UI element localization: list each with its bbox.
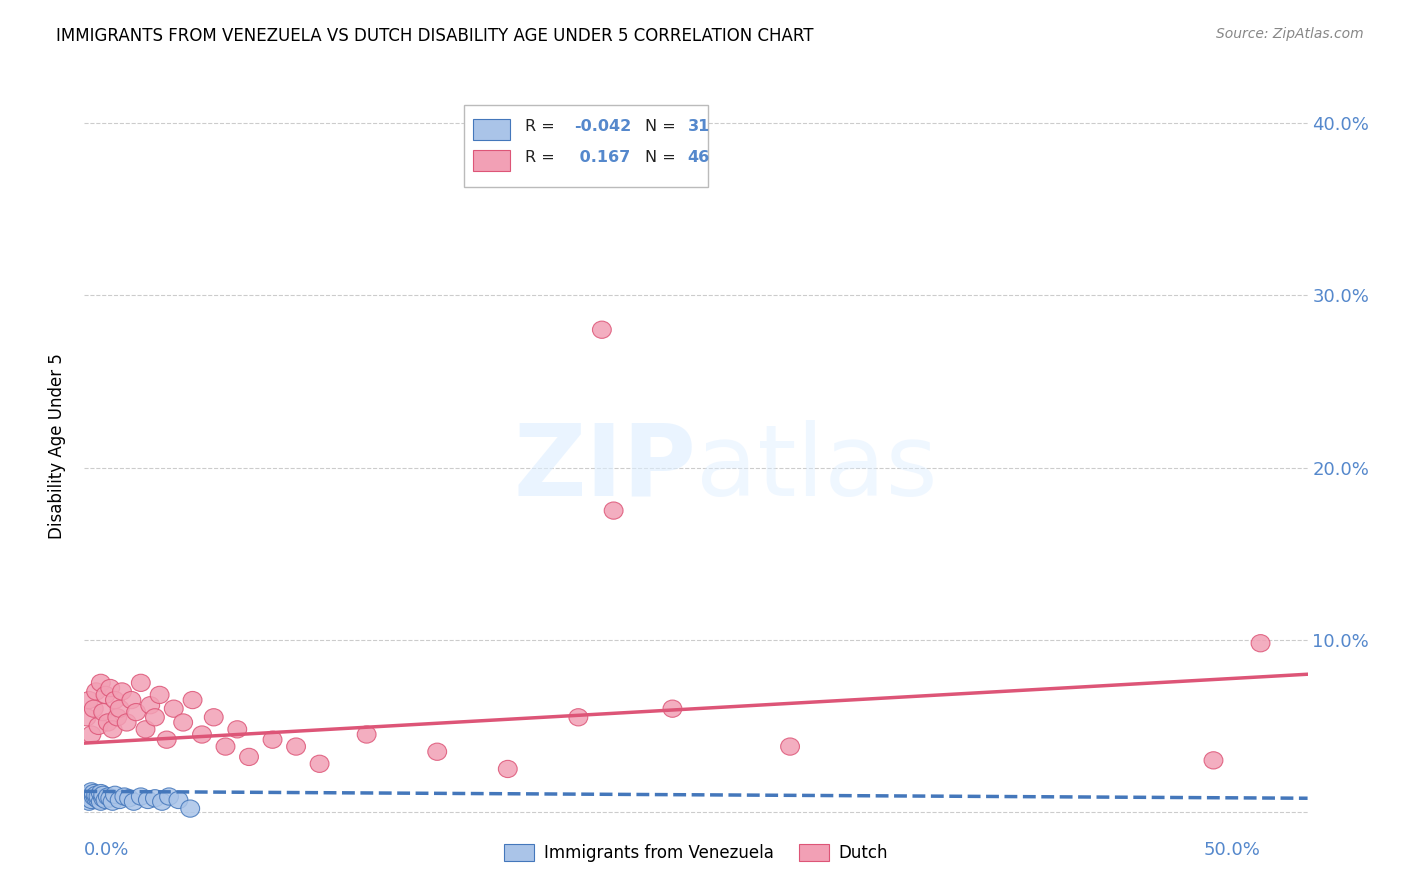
Text: -0.042: -0.042 (574, 119, 631, 134)
Ellipse shape (569, 708, 588, 726)
Text: 0.0%: 0.0% (84, 841, 129, 859)
Ellipse shape (263, 731, 283, 748)
Ellipse shape (98, 788, 117, 805)
Ellipse shape (131, 788, 150, 805)
Ellipse shape (287, 738, 305, 756)
Ellipse shape (138, 791, 157, 808)
Ellipse shape (87, 683, 105, 700)
Ellipse shape (150, 686, 169, 704)
Ellipse shape (160, 788, 179, 805)
Ellipse shape (94, 786, 112, 804)
Ellipse shape (146, 708, 165, 726)
Ellipse shape (80, 691, 98, 708)
Ellipse shape (96, 686, 115, 704)
Text: N =: N = (644, 119, 681, 134)
Ellipse shape (103, 793, 122, 810)
FancyBboxPatch shape (464, 105, 709, 187)
Text: 0.167: 0.167 (574, 150, 630, 165)
Ellipse shape (169, 791, 188, 808)
Text: R =: R = (524, 150, 560, 165)
Ellipse shape (105, 786, 124, 804)
Ellipse shape (311, 756, 329, 772)
Ellipse shape (82, 783, 101, 800)
Ellipse shape (94, 789, 112, 807)
Ellipse shape (427, 743, 447, 760)
Ellipse shape (127, 704, 146, 721)
Ellipse shape (592, 321, 612, 338)
Ellipse shape (84, 788, 103, 805)
Ellipse shape (96, 791, 115, 808)
Text: 31: 31 (688, 119, 710, 134)
Ellipse shape (98, 714, 117, 731)
Text: IMMIGRANTS FROM VENEZUELA VS DUTCH DISABILITY AGE UNDER 5 CORRELATION CHART: IMMIGRANTS FROM VENEZUELA VS DUTCH DISAB… (56, 27, 814, 45)
Ellipse shape (117, 714, 136, 731)
Ellipse shape (108, 708, 127, 726)
Ellipse shape (141, 697, 160, 714)
Ellipse shape (217, 738, 235, 756)
Ellipse shape (183, 691, 202, 708)
Ellipse shape (84, 700, 103, 717)
Ellipse shape (87, 786, 105, 804)
Ellipse shape (165, 700, 183, 717)
Ellipse shape (82, 791, 101, 808)
Ellipse shape (153, 793, 172, 810)
Ellipse shape (357, 726, 375, 743)
FancyBboxPatch shape (474, 119, 510, 139)
Ellipse shape (112, 683, 131, 700)
Text: atlas: atlas (696, 420, 938, 517)
Ellipse shape (94, 704, 112, 721)
Ellipse shape (664, 700, 682, 717)
Ellipse shape (82, 726, 101, 743)
Ellipse shape (103, 721, 122, 738)
Ellipse shape (77, 789, 96, 807)
Ellipse shape (157, 731, 176, 748)
Legend: Immigrants from Venezuela, Dutch: Immigrants from Venezuela, Dutch (498, 837, 894, 869)
Ellipse shape (1204, 752, 1223, 769)
Ellipse shape (101, 789, 120, 807)
Ellipse shape (131, 674, 150, 691)
Ellipse shape (136, 721, 155, 738)
Ellipse shape (146, 789, 165, 807)
Text: ZIP: ZIP (513, 420, 696, 517)
Ellipse shape (105, 691, 124, 708)
Ellipse shape (174, 714, 193, 731)
Text: 50.0%: 50.0% (1204, 841, 1261, 859)
Ellipse shape (110, 791, 129, 808)
Ellipse shape (89, 791, 108, 808)
Ellipse shape (110, 700, 129, 717)
Ellipse shape (91, 674, 110, 691)
Ellipse shape (115, 788, 134, 805)
Ellipse shape (124, 793, 143, 810)
Ellipse shape (181, 800, 200, 817)
Ellipse shape (80, 786, 98, 804)
Ellipse shape (77, 708, 96, 726)
Ellipse shape (87, 789, 105, 807)
Ellipse shape (204, 708, 224, 726)
Ellipse shape (1251, 634, 1270, 652)
Ellipse shape (780, 738, 800, 756)
Ellipse shape (84, 784, 103, 802)
Y-axis label: Disability Age Under 5: Disability Age Under 5 (48, 353, 66, 539)
Ellipse shape (605, 502, 623, 519)
Ellipse shape (228, 721, 246, 738)
Ellipse shape (120, 789, 138, 807)
Ellipse shape (239, 748, 259, 765)
FancyBboxPatch shape (474, 150, 510, 171)
Ellipse shape (80, 793, 98, 810)
Ellipse shape (91, 793, 110, 810)
Ellipse shape (498, 760, 517, 778)
Ellipse shape (193, 726, 211, 743)
Text: Source: ZipAtlas.com: Source: ZipAtlas.com (1216, 27, 1364, 41)
Text: 46: 46 (688, 150, 710, 165)
Ellipse shape (91, 784, 110, 802)
Ellipse shape (89, 788, 108, 805)
Ellipse shape (89, 717, 108, 734)
Text: R =: R = (524, 119, 560, 134)
Ellipse shape (122, 691, 141, 708)
Ellipse shape (101, 680, 120, 697)
Text: N =: N = (644, 150, 681, 165)
